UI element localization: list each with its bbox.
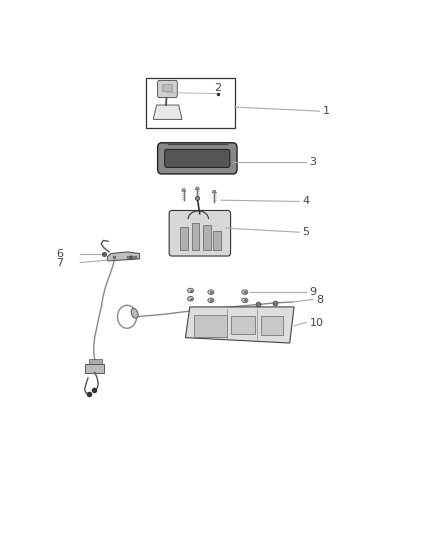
Text: 7: 7 [57,257,64,268]
Text: 8: 8 [316,295,323,304]
Ellipse shape [208,298,214,303]
Bar [213,231,221,250]
Ellipse shape [208,290,214,294]
FancyBboxPatch shape [158,80,177,98]
Bar [191,223,199,250]
Polygon shape [195,187,199,190]
Polygon shape [153,105,182,119]
Bar [203,225,211,250]
Polygon shape [212,190,216,193]
Text: 10: 10 [309,318,323,327]
Bar [231,316,255,334]
Polygon shape [185,307,294,343]
Text: 4: 4 [303,197,310,206]
Ellipse shape [131,309,138,318]
Polygon shape [107,252,140,261]
Polygon shape [182,189,186,191]
Bar [146,78,235,127]
Bar [88,359,102,365]
Ellipse shape [187,296,194,301]
Text: 9: 9 [309,287,317,297]
FancyBboxPatch shape [158,143,237,174]
Text: 5: 5 [303,227,310,237]
Ellipse shape [242,290,248,294]
Bar [194,315,227,336]
FancyBboxPatch shape [169,211,230,256]
Ellipse shape [187,288,194,293]
Bar [261,316,283,335]
FancyBboxPatch shape [165,149,230,167]
Bar [180,227,188,250]
Text: 3: 3 [309,157,316,167]
Ellipse shape [242,298,248,303]
Text: 2: 2 [214,83,221,93]
Text: 1: 1 [323,106,330,116]
Bar [162,84,172,92]
Bar [85,364,104,373]
Text: 6: 6 [57,249,64,260]
